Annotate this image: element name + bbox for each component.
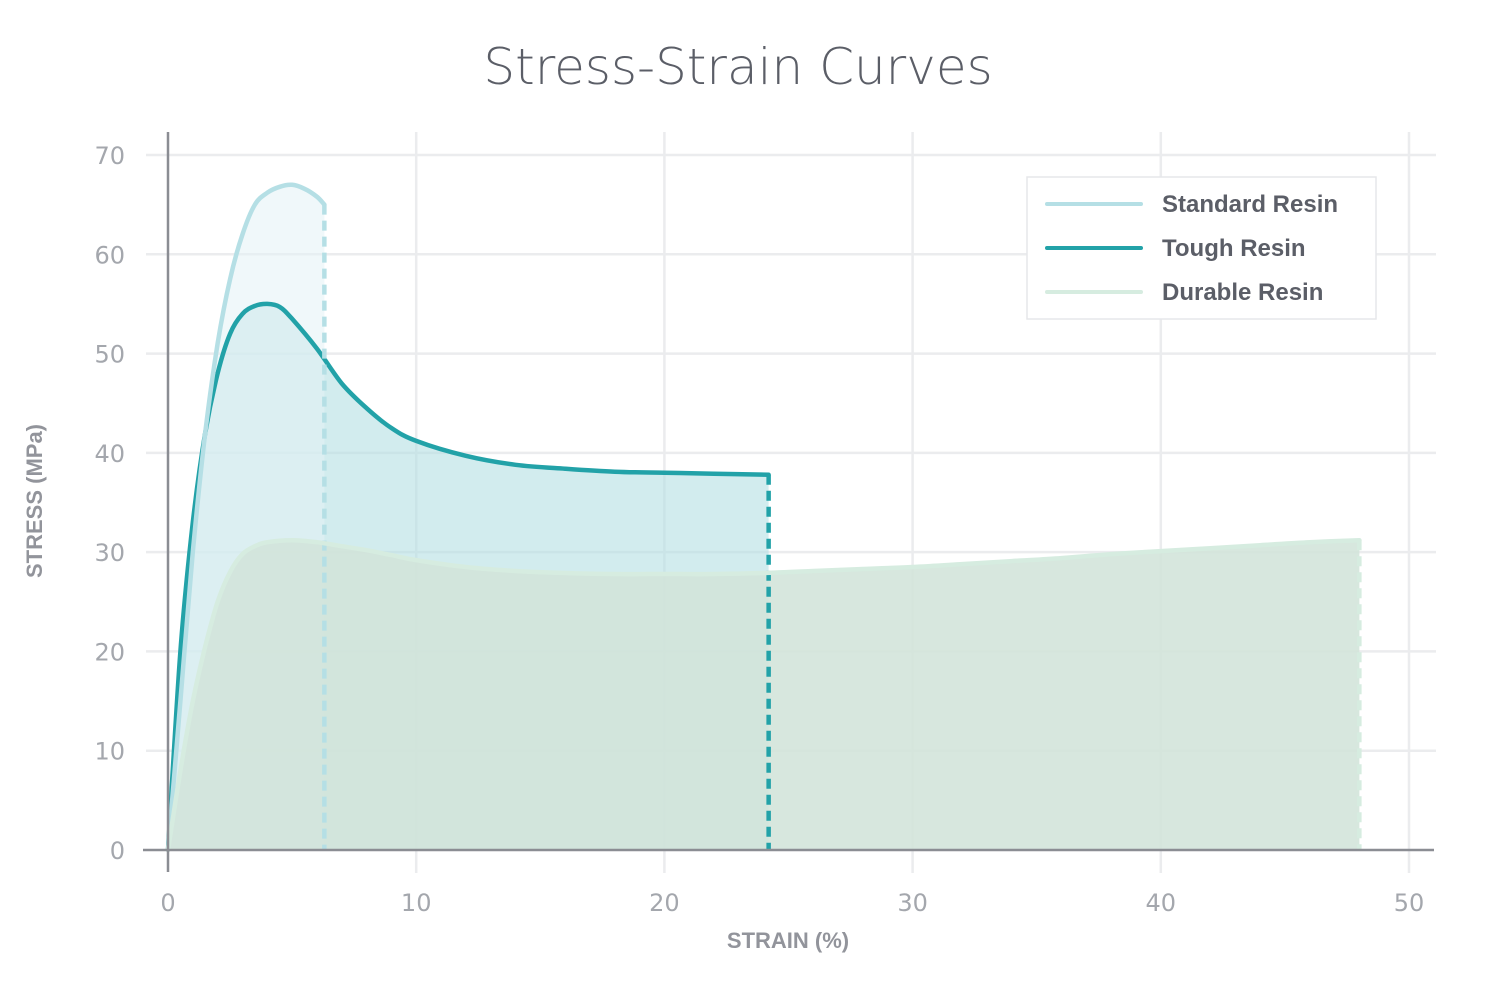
y-tick-label-10: 10 (94, 738, 125, 766)
legend-label-tough-resin: Tough Resin (1162, 235, 1306, 262)
x-tick-label-10: 10 (401, 889, 432, 917)
line-durable-resin (165, 537, 1362, 853)
area-durable-resin (168, 540, 1360, 850)
legend: Standard Resin Tough Resin Durable Resin (1026, 176, 1377, 320)
x-tick-label-20: 20 (649, 889, 680, 917)
line-standard-resin (165, 182, 327, 853)
y-tick-label-50: 50 (94, 341, 125, 369)
legend-label-durable-resin: Durable Resin (1162, 279, 1323, 306)
y-axis-label: STRESS (MPa) (22, 424, 47, 578)
y-tick-label-20: 20 (94, 638, 125, 666)
series-lines (165, 182, 1362, 853)
y-tick-label-60: 60 (94, 241, 125, 269)
tick-labels: 0 10 20 30 40 50 60 70 0 10 20 30 40 50 (94, 142, 1424, 917)
x-tick-label-0: 0 (160, 889, 175, 917)
y-tick-label-70: 70 (94, 142, 125, 170)
x-tick-label-40: 40 (1146, 889, 1177, 917)
legend-item-standard-resin: Standard Resin (1045, 191, 1338, 218)
x-tick-label-30: 30 (897, 889, 928, 917)
axes (143, 132, 1434, 872)
legend-item-durable-resin: Durable Resin (1045, 279, 1323, 306)
y-tick-label-40: 40 (94, 440, 125, 468)
x-axis-label: STRAIN (%) (727, 928, 849, 953)
x-tick-label-50: 50 (1394, 889, 1425, 917)
legend-item-tough-resin: Tough Resin (1045, 235, 1306, 262)
y-tick-label-0: 0 (110, 837, 125, 865)
chart-title: Stress-Strain Curves (483, 38, 992, 96)
legend-label-standard-resin: Standard Resin (1162, 191, 1338, 218)
y-tick-label-30: 30 (94, 539, 125, 567)
series-areas (168, 184, 1360, 850)
